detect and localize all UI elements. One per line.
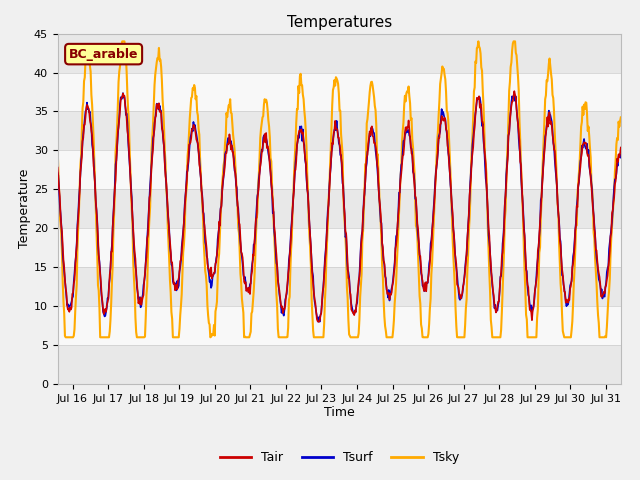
Bar: [58, 306, 621, 345]
Bar: [58, 150, 621, 189]
Bar: [58, 34, 621, 72]
Y-axis label: Temperature: Temperature: [18, 169, 31, 249]
Tsurf: [399, 148, 406, 154]
X-axis label: Time: Time: [324, 407, 355, 420]
Tair: [54, 165, 61, 170]
Line: Tair: Tair: [58, 91, 621, 322]
Tsurf: [119, 90, 127, 96]
Tsurf: [273, 263, 281, 268]
Tsky: [431, 206, 438, 212]
Bar: [58, 189, 621, 228]
Line: Tsurf: Tsurf: [58, 93, 621, 322]
Bar: [58, 267, 621, 306]
Tsurf: [252, 217, 260, 223]
Tsky: [399, 128, 406, 134]
Tsky: [617, 115, 625, 120]
Bar: [58, 345, 621, 384]
Tsurf: [224, 135, 232, 141]
Line: Tsky: Tsky: [58, 41, 621, 337]
Tair: [273, 252, 280, 257]
Tsurf: [431, 195, 438, 201]
Text: BC_arable: BC_arable: [69, 48, 138, 60]
Tsurf: [54, 170, 61, 176]
Bar: [58, 72, 621, 111]
Bar: [58, 228, 621, 267]
Tsky: [54, 145, 61, 151]
Tair: [511, 88, 518, 94]
Tair: [252, 229, 259, 235]
Tair: [398, 162, 406, 168]
Tsky: [225, 102, 232, 108]
Tair: [617, 144, 625, 150]
Tair: [120, 93, 127, 98]
Legend: Tair, Tsurf, Tsky: Tair, Tsurf, Tsky: [214, 446, 464, 469]
Tsky: [253, 216, 260, 222]
Tsky: [62, 335, 70, 340]
Tsky: [118, 38, 126, 44]
Tsky: [274, 326, 282, 332]
Tair: [223, 143, 231, 149]
Tsurf: [617, 155, 625, 160]
Tsky: [122, 47, 129, 53]
Bar: [58, 111, 621, 150]
Tsurf: [120, 94, 128, 100]
Title: Temperatures: Temperatures: [287, 15, 392, 30]
Tair: [314, 319, 322, 324]
Tsurf: [314, 319, 322, 324]
Tair: [429, 209, 437, 215]
